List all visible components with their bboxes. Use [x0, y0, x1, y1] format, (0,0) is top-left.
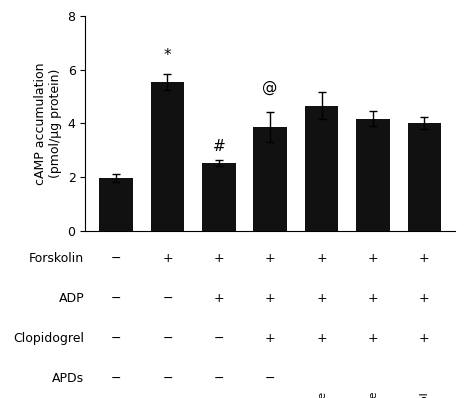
Text: −: −: [214, 372, 224, 384]
Text: @: @: [263, 80, 278, 95]
Text: #: #: [212, 139, 225, 154]
Text: Haloperidol: Haloperidol: [419, 390, 429, 398]
Text: +: +: [316, 332, 327, 345]
Text: ADP: ADP: [59, 292, 84, 305]
Bar: [202, 163, 236, 231]
Bar: [305, 106, 338, 231]
Text: Clopidogrel: Clopidogrel: [13, 332, 84, 345]
Text: +: +: [367, 252, 378, 265]
Y-axis label: cAMP accumulation
(pmol/μg protein): cAMP accumulation (pmol/μg protein): [34, 62, 62, 185]
Text: +: +: [316, 292, 327, 305]
Text: −: −: [162, 292, 173, 305]
Text: +: +: [265, 252, 275, 265]
Text: +: +: [265, 332, 275, 345]
Text: +: +: [419, 332, 429, 345]
Text: +: +: [316, 252, 327, 265]
Bar: [151, 82, 184, 231]
Text: +: +: [213, 252, 224, 265]
Text: +: +: [367, 292, 378, 305]
Text: *: *: [164, 49, 171, 63]
Text: +: +: [213, 292, 224, 305]
Text: Risperidone: Risperidone: [317, 390, 327, 398]
Text: Forskolin: Forskolin: [29, 252, 84, 265]
Text: −: −: [111, 292, 121, 305]
Text: −: −: [162, 332, 173, 345]
Text: −: −: [162, 372, 173, 384]
Text: +: +: [265, 292, 275, 305]
Text: −: −: [214, 332, 224, 345]
Bar: [100, 178, 133, 231]
Text: +: +: [162, 252, 173, 265]
Text: Clozapine: Clozapine: [368, 390, 378, 398]
Text: −: −: [111, 372, 121, 384]
Text: APDs: APDs: [52, 372, 84, 384]
Text: −: −: [111, 252, 121, 265]
Text: −: −: [111, 332, 121, 345]
Text: −: −: [265, 372, 275, 384]
Text: +: +: [419, 252, 429, 265]
Bar: [254, 127, 287, 231]
Text: +: +: [367, 332, 378, 345]
Text: +: +: [419, 292, 429, 305]
Bar: [356, 119, 390, 231]
Bar: [408, 123, 441, 231]
